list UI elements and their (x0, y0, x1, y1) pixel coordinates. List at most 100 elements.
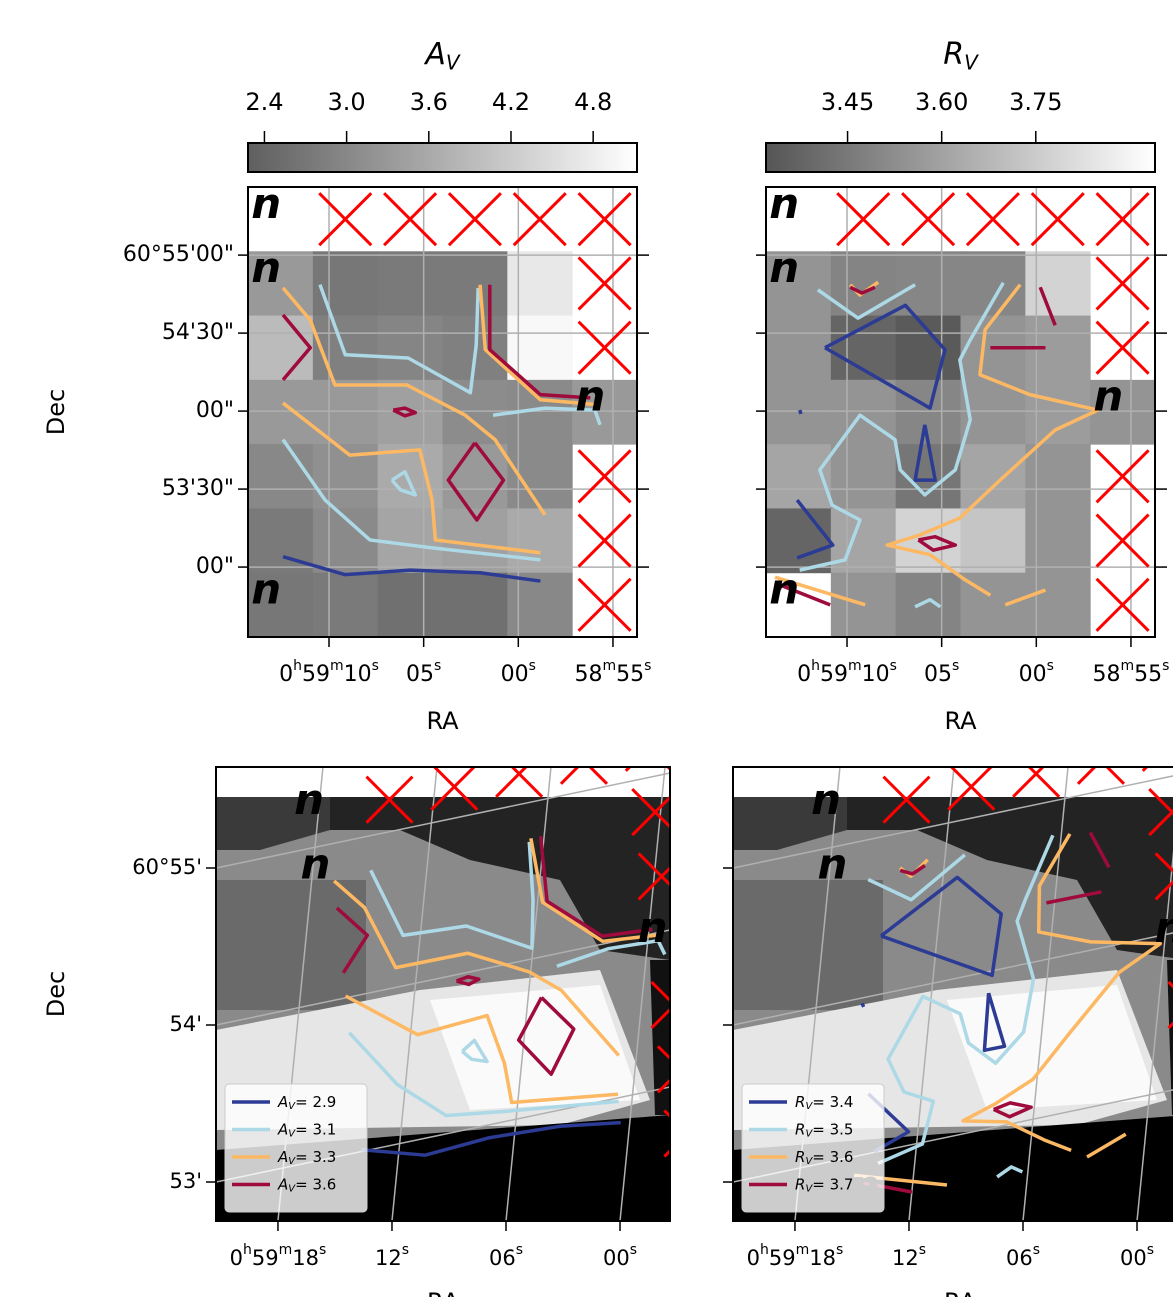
masked-cross (1097, 450, 1149, 502)
x-tick-label-part: 10 (862, 662, 890, 687)
cross-stroke (1143, 725, 1173, 771)
pixel (961, 444, 1026, 509)
contour-line (862, 1003, 864, 1007)
x-tick-label: 0h59m18s (230, 1242, 327, 1270)
flag-label: n (638, 903, 668, 952)
legend-label-symbol: A (277, 1175, 288, 1193)
pixel (961, 251, 1026, 316)
colorbar: 3.453.603.75RV (766, 37, 1155, 173)
x-tick-label: 06s (1006, 1242, 1040, 1270)
cross-stroke (626, 725, 672, 771)
cross-stroke (664, 1111, 710, 1157)
pixel (378, 573, 443, 638)
legend-label: RV= 3.6 (795, 1148, 853, 1168)
x-tick-label-sup: h (811, 658, 820, 674)
masked-cross (664, 1111, 710, 1157)
pixel (443, 251, 508, 316)
masked-cross (319, 193, 371, 245)
masked-cross (1032, 193, 1084, 245)
masked-cross (579, 450, 631, 502)
x-tick-label-part: 10 (344, 662, 372, 687)
pixel (248, 444, 313, 509)
x-tick-label-part: 58 (574, 662, 602, 687)
masked-cross (579, 515, 631, 567)
x-tick-label-part: 0 (797, 662, 811, 687)
legend-label-symbol: R (795, 1093, 805, 1111)
x-tick-label-sup: h (293, 658, 302, 674)
colorbar-label: AV (423, 37, 461, 74)
x-tick-label-sup: s (372, 658, 379, 674)
masked-cross (837, 193, 889, 245)
colorbar-label-subscript: V (964, 50, 979, 74)
legend-level: = 3.6 (812, 1148, 853, 1166)
x-tick-label: 0h59m18s (747, 1242, 844, 1270)
legend-label: RV= 3.5 (795, 1120, 853, 1140)
masked-cross (579, 257, 631, 309)
x-tick-label-sup: s (644, 658, 651, 674)
masked-cross (1143, 725, 1173, 771)
colorbar-tick-label: 3.6 (410, 88, 448, 116)
colorbar-tick-label: 3.45 (821, 88, 874, 116)
flag-label: n (769, 565, 799, 614)
pixel (1025, 573, 1090, 638)
x-tick-label-part: 59 (302, 662, 330, 687)
x-tick-label: 06s (489, 1242, 523, 1270)
contour-line (800, 410, 801, 414)
pixel (443, 380, 508, 445)
x-tick-label-sup: s (402, 1242, 409, 1258)
pixel (248, 316, 313, 381)
masked-cross (1097, 257, 1149, 309)
pixel (1025, 444, 1090, 509)
x-tick-label-sup: m (602, 658, 616, 674)
panel: nnnn0h59m18s12s06s00sRARV= 3.4RV= 3.5RV=… (723, 725, 1173, 1297)
legend-level: = 3.1 (295, 1120, 336, 1138)
x-tick-label-part: 58 (1092, 662, 1120, 687)
y-tick-label: 54'30" (162, 320, 234, 345)
x-tick-label-sup: s (319, 1242, 326, 1258)
pixel (1025, 380, 1090, 445)
colorbar-body (766, 143, 1155, 172)
x-tick-label-part: 18 (292, 1246, 319, 1270)
colorbar-label-subscript: V (446, 50, 461, 74)
x-tick-label-sup: s (529, 658, 536, 674)
cross-stroke (1143, 725, 1173, 771)
flag-label: n (294, 775, 324, 824)
x-tick-label: 12s (375, 1242, 409, 1270)
x-tick-label: 05s (406, 658, 441, 687)
x-tick-label-sup: s (1047, 658, 1054, 674)
x-axis-label: RA (944, 707, 977, 735)
plot-area: nnnn (248, 179, 638, 638)
pixel (248, 380, 313, 445)
legend-level: = 3.7 (812, 1175, 853, 1193)
x-tick-label-part: 59 (252, 1246, 279, 1270)
colorbar-tick-label: 3.0 (328, 88, 366, 116)
x-tick-label-part: 59 (820, 662, 848, 687)
x-tick-label-sup: m (279, 1242, 293, 1258)
y-tick-label: 53'30" (162, 476, 234, 501)
x-tick-label-part: 55 (1134, 662, 1162, 687)
x-tick-label-part: 05 (924, 662, 952, 687)
masked-cross (967, 193, 1019, 245)
masked-cross (1097, 193, 1149, 245)
cross-stroke (626, 725, 672, 771)
masked-cross (1097, 322, 1149, 374)
pixel (507, 508, 572, 573)
y-tick-label: 60°55'00" (123, 242, 234, 267)
x-tick-label-sup: s (434, 658, 441, 674)
x-tick-label-sup: h (760, 1242, 769, 1258)
x-tick-label-sup: m (1120, 658, 1134, 674)
x-tick-label-part: 0 (230, 1246, 243, 1270)
masked-cross (579, 579, 631, 631)
y-tick-label: 53' (170, 1169, 203, 1193)
flag-label: n (818, 839, 848, 888)
legend-label: RV= 3.7 (795, 1175, 853, 1195)
pixel (831, 444, 896, 509)
legend-label: AV= 3.6 (277, 1175, 336, 1195)
x-tick-label: 05s (924, 658, 959, 687)
cross-stroke (664, 1111, 710, 1157)
x-tick-label: 12s (892, 1242, 926, 1270)
flag-label: n (769, 243, 799, 292)
pixel (1025, 508, 1090, 573)
x-tick-label-part: 00 (603, 1246, 630, 1270)
